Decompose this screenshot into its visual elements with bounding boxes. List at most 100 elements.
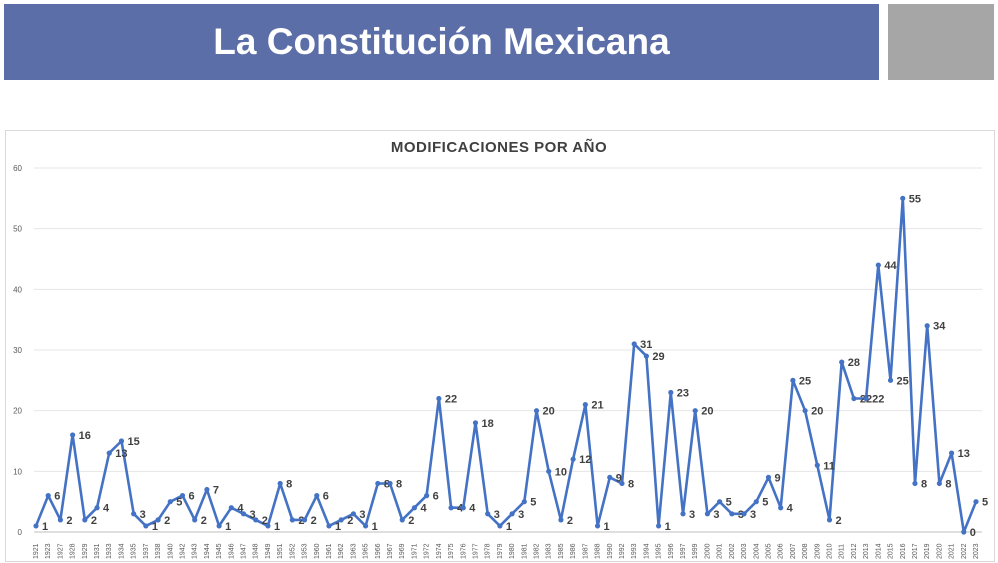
data-point: [887, 377, 894, 383]
x-tick-label: 2021: [949, 543, 956, 559]
data-point: [472, 420, 479, 426]
x-tick-label: 1994: [643, 543, 650, 559]
data-point: [692, 408, 698, 414]
decorative-gray-box: [888, 4, 994, 80]
data-label: 2: [836, 515, 842, 527]
data-point: [179, 493, 186, 499]
x-tick-label: 2004: [753, 543, 760, 559]
x-tick-label: 2009: [814, 543, 821, 559]
data-point: [167, 499, 173, 505]
data-point: [521, 499, 527, 505]
y-tick-label: 50: [13, 225, 22, 234]
data-label: 1: [604, 521, 610, 533]
data-label: 3: [494, 509, 500, 521]
x-tick-label: 1937: [143, 543, 150, 559]
x-tick-label: 2001: [717, 543, 724, 559]
data-label: 5: [762, 497, 768, 509]
data-label: 5: [530, 497, 536, 509]
data-point: [851, 395, 857, 402]
y-tick-label: 60: [13, 164, 22, 173]
data-label: 8: [396, 478, 402, 490]
data-label: 7: [213, 485, 219, 497]
x-tick-label: 2006: [778, 543, 785, 559]
data-label: 21: [591, 400, 603, 412]
data-label: 6: [323, 491, 329, 503]
x-tick-label: 1988: [595, 543, 602, 559]
x-tick-label: 2019: [924, 543, 931, 559]
data-point: [94, 505, 100, 511]
data-point: [326, 523, 332, 529]
data-label: 20: [701, 406, 713, 418]
data-point: [350, 511, 357, 517]
x-tick-label: 2008: [802, 543, 809, 559]
x-tick-label: 2000: [704, 543, 711, 559]
data-label: 18: [481, 418, 493, 430]
data-label: 2: [311, 515, 317, 527]
data-point: [399, 517, 405, 523]
data-point: [802, 408, 808, 414]
data-point: [570, 456, 576, 462]
x-tick-label: 1981: [521, 543, 528, 559]
data-point: [82, 517, 88, 523]
data-label: 5: [176, 497, 182, 509]
data-label: 16: [79, 430, 91, 442]
x-tick-label: 1946: [228, 543, 235, 559]
data-point: [961, 529, 967, 535]
data-point: [863, 395, 869, 402]
data-point: [924, 323, 930, 329]
data-label: 1: [225, 521, 231, 533]
data-point: [143, 523, 149, 529]
data-label: 20: [543, 406, 555, 418]
data-label: 4: [237, 503, 244, 515]
data-point: [289, 517, 295, 523]
x-tick-label: 1931: [94, 543, 101, 559]
x-tick-label: 1951: [277, 543, 284, 559]
data-point: [192, 517, 198, 523]
x-tick-label: 2005: [765, 543, 772, 559]
data-point: [155, 517, 161, 523]
data-point: [363, 523, 369, 529]
x-tick-label: 1983: [546, 543, 553, 559]
y-tick-label: 30: [13, 346, 22, 355]
x-tick-label: 1982: [534, 543, 541, 559]
x-tick-label: 1942: [179, 543, 186, 559]
x-tick-label: 1999: [692, 543, 699, 559]
x-tick-label: 1969: [399, 543, 406, 559]
data-label: 13: [115, 448, 127, 460]
x-tick-label: 1987: [582, 543, 589, 559]
data-label: 2: [567, 515, 573, 527]
data-point: [900, 195, 906, 201]
x-tick-label: 1938: [155, 543, 162, 559]
data-label: 23: [677, 387, 689, 399]
data-point: [253, 517, 259, 523]
data-label: 6: [188, 491, 194, 503]
data-label: 29: [652, 351, 664, 363]
data-label: 31: [640, 339, 652, 351]
data-label: 8: [921, 478, 927, 490]
data-point: [631, 341, 637, 347]
data-label: 15: [127, 436, 139, 448]
data-point: [497, 523, 503, 529]
y-tick-label: 20: [13, 407, 22, 416]
chart-title: MODIFICACIONES POR AÑO: [390, 139, 608, 156]
data-label: 3: [359, 509, 365, 521]
x-tick-label: 1943: [192, 543, 199, 559]
data-point: [582, 402, 588, 408]
x-tick-label: 1975: [448, 543, 455, 559]
slide-title: La Constitución Mexicana: [213, 21, 670, 62]
data-point: [448, 505, 454, 511]
x-tick-label: 1933: [106, 543, 113, 559]
data-label: 55: [909, 193, 921, 205]
x-tick-label: 2014: [875, 543, 882, 559]
data-point: [301, 517, 308, 523]
x-tick-label: 2016: [900, 543, 907, 559]
data-label: 9: [774, 472, 780, 484]
data-label: 28: [848, 357, 860, 369]
y-tick-label: 0: [18, 528, 23, 537]
x-tick-label: 1990: [607, 543, 614, 559]
data-label: 6: [433, 491, 439, 503]
data-label: 5: [726, 497, 732, 509]
x-tick-label: 1986: [570, 543, 577, 559]
x-tick-label: 2003: [741, 543, 748, 559]
data-point: [118, 438, 125, 444]
